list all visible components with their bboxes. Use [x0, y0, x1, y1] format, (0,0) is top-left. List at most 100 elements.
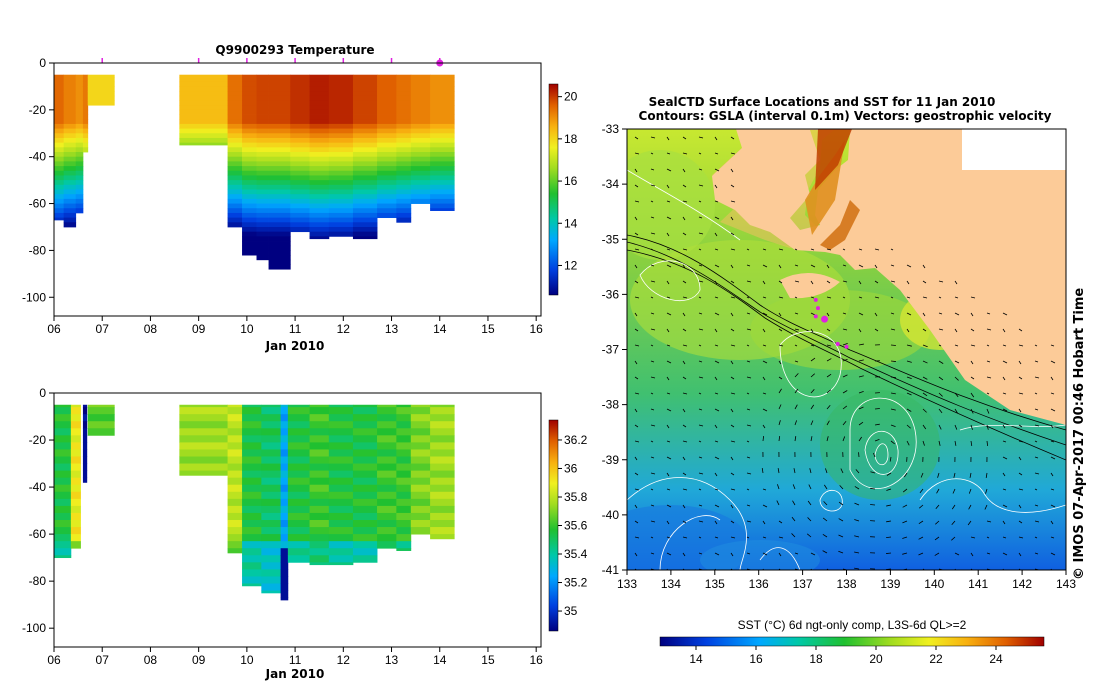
velocity-vector [986, 424, 989, 430]
temperature-cell [309, 226, 330, 233]
map-subtitle: Contours: GSLA (interval 0.1m) Vectors: … [639, 109, 1052, 123]
temperature-cell [242, 128, 257, 134]
temperature-cell [82, 95, 89, 101]
temperature-cell [54, 166, 65, 172]
velocity-vector [762, 436, 764, 442]
x-tick-label: 09 [192, 653, 206, 667]
salinity-cell [287, 512, 310, 521]
temperature-cell [352, 123, 378, 129]
velocity-vector [906, 328, 910, 333]
velocity-vector [1050, 456, 1056, 460]
temperature-cell [179, 100, 228, 106]
velocity-vector [714, 344, 719, 347]
temperature-cell [430, 86, 455, 92]
salinity-cell [242, 414, 262, 422]
velocity-vector [826, 312, 830, 317]
velocity-vector [666, 200, 671, 203]
temperature-cell [290, 208, 310, 214]
salinity-cell [54, 548, 72, 556]
temperature-cell [352, 81, 378, 87]
seal-location-marker [821, 315, 829, 323]
temperature-cell [309, 217, 330, 223]
temperature-cell [352, 161, 378, 167]
salinity-cell [352, 520, 378, 528]
temperature-panel: Q9900293 Temperature 0-20-40-60-80-100 0… [22, 43, 578, 353]
seal-locations [813, 297, 849, 349]
temperature-cell [430, 133, 455, 139]
temperature-cell [352, 166, 378, 172]
salinity-cell [309, 407, 330, 415]
velocity-vector [906, 392, 912, 396]
velocity-vector [935, 504, 940, 510]
temperature-cell [63, 194, 77, 200]
velocity-vector [666, 280, 670, 285]
salinity-cell [328, 555, 354, 563]
salinity-cell [227, 520, 243, 528]
velocity-vector [682, 264, 686, 269]
temperature-cell [82, 133, 89, 139]
salinity-cell [261, 435, 282, 443]
temperature-cell [309, 236, 330, 240]
salinity-cell [396, 449, 412, 457]
velocity-vector [698, 504, 703, 507]
velocity-vector [934, 552, 940, 556]
temperature-cell [227, 152, 243, 158]
salinity-cell [54, 414, 72, 422]
salinity-cell [242, 527, 262, 535]
velocity-vector [682, 232, 687, 236]
velocity-vector [666, 424, 670, 429]
salinity-cell [227, 498, 243, 507]
velocity-vector [714, 168, 720, 172]
salinity-cell [242, 470, 262, 479]
temperature-cell [410, 81, 431, 87]
map-canvas [627, 129, 1066, 570]
salinity-cell [227, 407, 243, 415]
temperature-cell [82, 137, 89, 144]
temperature-cell [290, 105, 310, 111]
velocity-vector [682, 472, 687, 476]
temperature-cell [268, 245, 291, 251]
velocity-vector [823, 501, 828, 506]
temperature-cell [242, 133, 257, 139]
salinity-cell [309, 527, 330, 535]
sst-colorbar-tick-label: 18 [809, 652, 823, 666]
temperature-cell [328, 226, 354, 233]
velocity-vector [650, 280, 656, 283]
velocity-vector [922, 344, 928, 348]
temperature-cell [290, 226, 310, 233]
velocity-vector [666, 488, 671, 491]
velocity-vector [682, 488, 688, 491]
velocity-vector [730, 536, 736, 539]
temperature-cell [430, 208, 455, 211]
sst-colorbar-label: SST (°C) 6d ngt-only comp, L3S-6d QL>=2 [738, 618, 967, 632]
temperature-cell [242, 91, 257, 97]
temperature-cell [63, 198, 77, 204]
temperature-cell [309, 231, 330, 237]
temperature-cell [256, 86, 269, 92]
velocity-vector [634, 440, 640, 443]
velocity-vector [826, 264, 830, 269]
temperature-cell [268, 77, 291, 83]
velocity-vector [902, 520, 908, 524]
velocity-vector [777, 484, 780, 490]
salinity-cell [227, 477, 243, 486]
salinity-cell [280, 569, 289, 577]
velocity-vector [778, 436, 781, 442]
temperature-cell [256, 142, 269, 148]
x-tick-label: 11 [289, 653, 302, 667]
temperature-cell [377, 208, 397, 214]
velocity-vector [1034, 360, 1039, 363]
salinity-cell [261, 512, 282, 521]
velocity-vector [682, 248, 688, 251]
velocity-vector [938, 312, 943, 315]
velocity-vector [810, 552, 816, 556]
velocity-vector [762, 264, 768, 268]
temperature-cell [377, 86, 397, 92]
temperature-cell [377, 194, 397, 200]
velocity-vector [666, 536, 671, 539]
velocity-vector [762, 312, 768, 316]
lon-tick-label: 140 [924, 577, 944, 591]
salinity-cell [328, 449, 354, 457]
velocity-vector [858, 436, 863, 442]
velocity-vector [858, 375, 864, 378]
